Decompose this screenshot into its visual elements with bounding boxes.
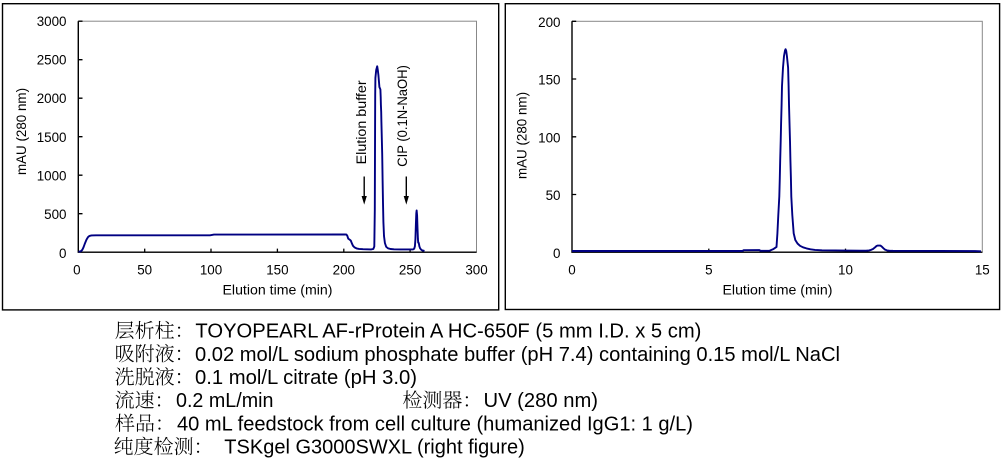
svg-text:10: 10: [838, 263, 853, 278]
svg-text:150: 150: [538, 73, 560, 88]
svg-text:5: 5: [705, 263, 712, 278]
svg-text:50: 50: [546, 188, 561, 203]
svg-text:mAU (280 nm): mAU (280 nm): [515, 92, 530, 179]
svg-text:3000: 3000: [37, 14, 67, 29]
svg-text:mAU (280 nm): mAU (280 nm): [14, 88, 29, 175]
svg-text:0.2 mL/min: 0.2 mL/min: [176, 390, 274, 412]
svg-text:1000: 1000: [37, 169, 67, 184]
svg-text:0: 0: [553, 246, 560, 261]
svg-text:2500: 2500: [37, 53, 67, 68]
svg-text:CIP (0.1N-NaOH): CIP (0.1N-NaOH): [395, 65, 410, 167]
svg-text:100: 100: [538, 130, 560, 145]
svg-text:0: 0: [59, 246, 66, 261]
svg-text:2000: 2000: [37, 91, 67, 106]
svg-text:TOYOPEARL AF-rProtein A HC-650: TOYOPEARL AF-rProtein A HC-650F (5 mm I.…: [195, 321, 701, 343]
svg-text:0: 0: [568, 263, 575, 278]
svg-text:250: 250: [399, 263, 421, 278]
svg-text:TSKgel G3000SWXL (right figure: TSKgel G3000SWXL (right figure): [224, 437, 525, 459]
svg-text:Elution buffer: Elution buffer: [354, 80, 369, 165]
svg-text:300: 300: [465, 263, 487, 278]
svg-text:0.1 mol/L citrate (pH 3.0): 0.1 mol/L citrate (pH 3.0): [195, 367, 417, 389]
svg-text:0.02 mol/L sodium phosphate bu: 0.02 mol/L sodium phosphate buffer (pH 7…: [195, 344, 840, 366]
svg-text:Elution time (min): Elution time (min): [223, 282, 333, 297]
svg-text:Elution time (min): Elution time (min): [723, 282, 833, 297]
svg-text:0: 0: [73, 263, 80, 278]
svg-text:50: 50: [137, 263, 152, 278]
svg-text:100: 100: [200, 263, 222, 278]
svg-text:200: 200: [538, 15, 560, 30]
svg-text:500: 500: [44, 207, 66, 222]
svg-text:15: 15: [975, 263, 990, 278]
svg-text:UV (280 nm): UV (280 nm): [484, 390, 599, 412]
svg-text:1500: 1500: [37, 130, 67, 145]
svg-text:40 mL feedstock from cell cult: 40 mL feedstock from cell culture (human…: [177, 413, 693, 435]
svg-text:200: 200: [333, 263, 355, 278]
svg-text:150: 150: [266, 263, 288, 278]
